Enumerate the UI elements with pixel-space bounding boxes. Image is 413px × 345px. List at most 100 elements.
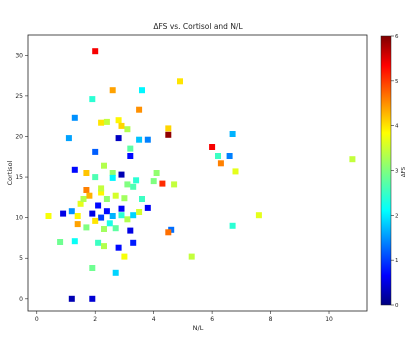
data-point — [139, 196, 145, 202]
data-point — [115, 244, 122, 251]
y-tick-label: 5 — [19, 255, 23, 262]
colorbar-tick-label: 4 — [395, 124, 399, 130]
data-point — [89, 210, 96, 217]
x-tick-label: 2 — [93, 316, 97, 323]
data-point — [118, 205, 125, 212]
data-point — [112, 269, 119, 276]
data-point — [103, 208, 110, 215]
data-point — [109, 170, 116, 176]
y-axis-label: Cortisol — [6, 160, 14, 185]
data-point — [118, 171, 125, 178]
data-point — [65, 135, 72, 142]
colorbar — [380, 35, 392, 306]
data-point — [217, 160, 224, 167]
colorbar-tick-label: 5 — [395, 79, 399, 85]
data-point — [98, 189, 105, 196]
x-axis-label: N/L — [193, 324, 204, 332]
data-point — [92, 48, 99, 55]
data-point — [89, 96, 96, 103]
data-point — [124, 216, 131, 223]
data-point — [232, 168, 239, 175]
data-point — [109, 213, 116, 219]
data-points — [45, 48, 356, 302]
data-point — [229, 131, 236, 137]
y-axis-ticks: 0 5 10 15 20 25 30 — [15, 52, 28, 303]
data-point — [136, 106, 143, 113]
data-point — [121, 253, 128, 260]
data-point — [71, 114, 78, 121]
data-point — [68, 208, 75, 215]
colorbar-tick-label: 0 — [395, 303, 399, 309]
data-point — [80, 196, 87, 202]
data-point — [118, 122, 125, 129]
data-point — [127, 227, 134, 234]
data-point — [133, 177, 140, 184]
data-point — [68, 295, 75, 302]
data-point — [74, 221, 81, 228]
data-point — [136, 136, 143, 143]
data-point — [136, 209, 143, 215]
data-point — [226, 153, 233, 159]
data-point — [130, 239, 137, 246]
data-point — [98, 185, 105, 192]
data-point — [139, 87, 145, 94]
data-point — [112, 192, 119, 199]
data-point — [349, 156, 356, 163]
data-point — [106, 220, 113, 227]
data-point — [130, 183, 137, 190]
data-point — [188, 253, 195, 260]
data-point — [144, 204, 151, 211]
data-point — [118, 212, 125, 219]
x-tick-label: 6 — [210, 316, 214, 323]
data-point — [74, 213, 81, 219]
x-axis-ticks: 0 2 4 6 8 10 — [35, 311, 333, 323]
data-point — [71, 166, 78, 173]
data-point — [83, 187, 90, 193]
data-point — [255, 212, 262, 219]
data-point — [215, 153, 221, 159]
data-point — [171, 181, 178, 188]
data-point — [112, 225, 119, 232]
data-point — [86, 192, 93, 199]
data-point — [150, 178, 157, 185]
y-tick-label: 30 — [15, 52, 23, 59]
data-point — [98, 214, 105, 221]
colorbar-ticks: 0 1 2 3 4 5 6 — [391, 34, 399, 309]
data-point — [89, 295, 96, 302]
data-point — [124, 126, 131, 133]
data-point — [103, 118, 110, 125]
colorbar-tick-label: 1 — [395, 258, 399, 264]
data-point — [109, 174, 116, 181]
data-point — [130, 212, 137, 219]
data-point — [92, 148, 99, 155]
y-tick-label: 10 — [15, 215, 23, 222]
x-tick-label: 4 — [152, 316, 156, 323]
y-tick-label: 20 — [15, 133, 23, 140]
data-point — [92, 174, 99, 181]
data-point — [144, 136, 151, 143]
x-tick-label: 0 — [35, 316, 39, 323]
data-point — [153, 170, 160, 176]
data-point — [92, 217, 99, 224]
x-tick-label: 8 — [269, 316, 273, 323]
data-point — [229, 222, 236, 229]
y-tick-label: 0 — [19, 296, 23, 303]
data-point — [124, 181, 131, 188]
data-point — [115, 117, 122, 124]
data-point — [127, 153, 134, 159]
data-point — [83, 224, 90, 231]
data-point — [71, 238, 78, 245]
data-point — [115, 135, 122, 142]
data-point — [101, 243, 107, 250]
data-point — [77, 200, 84, 207]
colorbar-label: ΔFS — [401, 166, 407, 177]
data-point — [95, 239, 102, 246]
y-tick-label: 25 — [15, 93, 23, 100]
data-point — [165, 229, 172, 236]
y-tick-label: 15 — [15, 174, 23, 181]
data-point — [209, 144, 216, 150]
data-point — [121, 195, 128, 202]
data-point — [177, 78, 183, 85]
